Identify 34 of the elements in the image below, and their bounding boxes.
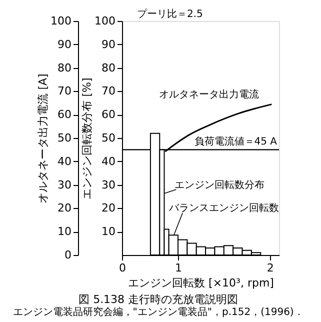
x-axis-title: エンジン回転数 [×10³, rpm] <box>128 276 274 290</box>
text: エンジン電装品研究会編，"エンジン電装品"，p.152，(1996)． <box>12 306 304 318</box>
y2-tick-label: 100 <box>94 14 116 28</box>
y-tick-label: 50 <box>58 132 72 144</box>
x-tick-label: 1 <box>175 262 182 274</box>
series-label: オルタネータ出力電流 <box>159 88 260 100</box>
text: プーリ比＝2.5 <box>137 8 203 20</box>
y-axis-title: オルタネータ出力電流 [A] <box>36 74 50 204</box>
y2-tick-label: 30 <box>102 178 116 192</box>
y-tick-label: 90 <box>58 38 72 51</box>
x-tick-label: 0 <box>119 262 126 274</box>
y2-tick-label: 10 <box>102 225 116 238</box>
y-tick-label: 10 <box>58 225 72 238</box>
y2-tick-label: 50 <box>102 132 116 144</box>
y-tick-label: 40 <box>58 154 72 168</box>
y2-tick-label: 40 <box>102 154 116 168</box>
y-tick-label: 80 <box>58 61 72 74</box>
y2-tick-label: 20 <box>102 202 116 215</box>
y-tick-label: 70 <box>58 84 72 98</box>
y2-tick-label: 70 <box>102 84 116 98</box>
ref-line-label: 負荷電流値＝45 A <box>194 136 278 148</box>
y2-tick-label: 80 <box>102 61 116 74</box>
y2-axis-title: エンジン回転数分布 [%] <box>80 78 94 200</box>
y-tick-label: 0 <box>64 248 72 262</box>
y-tick-label: 30 <box>58 178 72 192</box>
y2-tick-label: 60 <box>102 108 116 122</box>
y-tick-label: 60 <box>58 108 72 122</box>
y2-tick-label: 90 <box>102 38 116 51</box>
y-tick-label: 100 <box>50 14 72 28</box>
x-tick-label: 2 <box>266 262 274 274</box>
y-tick-label: 20 <box>58 202 72 215</box>
text: 図 5.138 走行時の充放電説明図 <box>78 293 238 306</box>
annotation: エンジン回転数分布 <box>174 178 264 191</box>
annotation: バランスエンジン回転数 <box>168 203 279 214</box>
